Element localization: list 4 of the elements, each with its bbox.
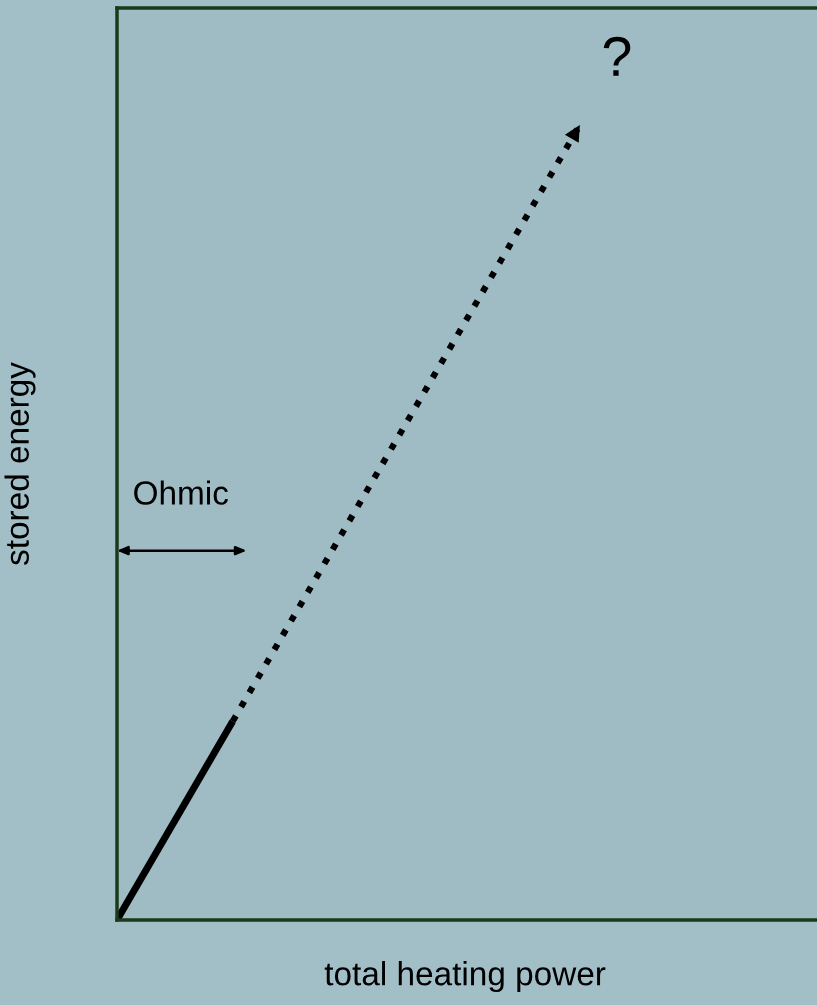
y-axis-title: stored energy bbox=[4, 362, 36, 565]
annotation: Ohmic bbox=[134, 480, 228, 505]
text: ? bbox=[603, 36, 631, 76]
x-axis-title: total heating power bbox=[324, 961, 606, 993]
